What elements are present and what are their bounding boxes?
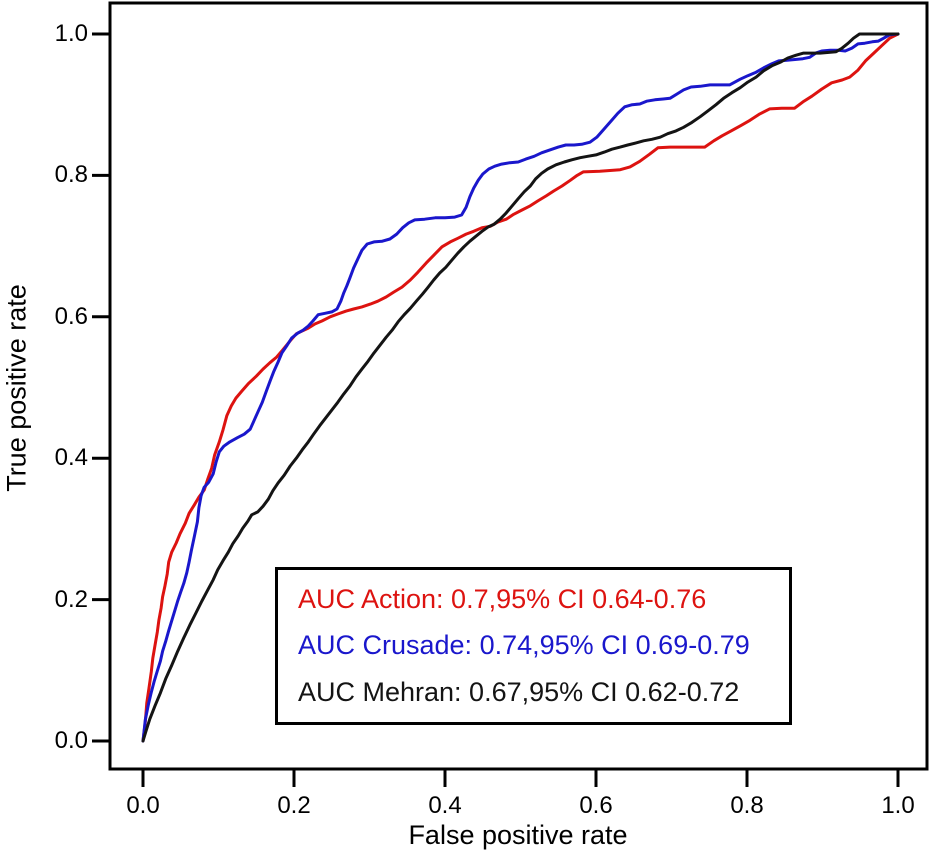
x-axis-title: False positive rate [408, 820, 628, 850]
legend-entry-mehran: AUC Mehran: 0.67,95% CI 0.62-0.72 [298, 677, 740, 708]
y-axis-title: True positive rate [1, 284, 32, 492]
y-tick-label: 0.4 [54, 444, 88, 472]
roc-curve-crusade [141, 32, 900, 743]
y-tick-label: 0.8 [54, 161, 88, 189]
roc-curve-action [141, 32, 900, 743]
legend-entry-action: AUC Action: 0.7,95% CI 0.64-0.76 [298, 583, 707, 614]
x-tick-label: 0.4 [428, 792, 462, 819]
roc-curve-mehran [141, 32, 900, 743]
x-tick-label: 0.2 [277, 792, 311, 819]
y-tick-label: 0.2 [54, 585, 88, 613]
x-tick-label: 0.0 [126, 792, 160, 819]
y-tick-label: 0.0 [54, 727, 88, 754]
y-tick-label: 1.0 [54, 20, 88, 47]
x-tick-label: 1.0 [881, 792, 915, 819]
x-tick-label: 0.8 [730, 792, 764, 819]
y-tick-label: 0.6 [54, 302, 88, 330]
legend-entry-crusade: AUC Crusade: 0.74,95% CI 0.69-0.79 [298, 630, 750, 661]
x-tick-label: 0.6 [579, 792, 613, 819]
legend-box: AUC Action: 0.7,95% CI 0.64-0.76 AUC Cru… [275, 567, 792, 725]
plot-border [108, 1, 929, 771]
